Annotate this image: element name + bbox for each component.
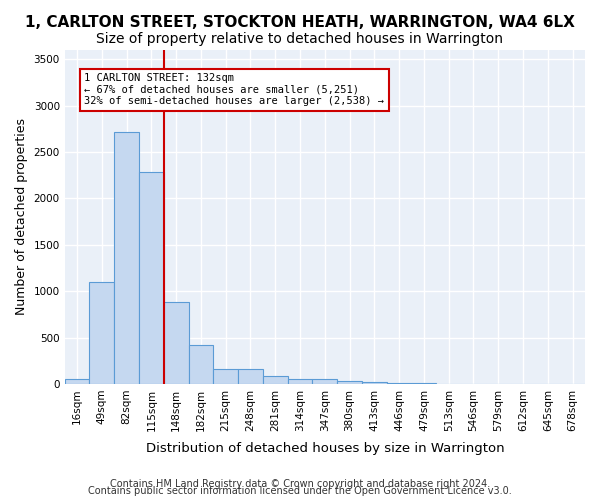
X-axis label: Distribution of detached houses by size in Warrington: Distribution of detached houses by size …	[146, 442, 504, 455]
Bar	[114, 132, 139, 384]
Bar	[164, 302, 188, 384]
Bar	[287, 379, 313, 384]
Bar	[337, 380, 362, 384]
Y-axis label: Number of detached properties: Number of detached properties	[15, 118, 28, 316]
Text: 1, CARLTON STREET, STOCKTON HEATH, WARRINGTON, WA4 6LX: 1, CARLTON STREET, STOCKTON HEATH, WARRI…	[25, 15, 575, 30]
Text: Contains HM Land Registry data © Crown copyright and database right 2024.: Contains HM Land Registry data © Crown c…	[110, 479, 490, 489]
Bar	[238, 369, 263, 384]
Text: 1 CARLTON STREET: 132sqm
← 67% of detached houses are smaller (5,251)
32% of sem: 1 CARLTON STREET: 132sqm ← 67% of detach…	[85, 73, 385, 106]
Bar	[139, 172, 164, 384]
Bar	[263, 376, 287, 384]
Bar	[188, 345, 214, 384]
Bar	[362, 382, 387, 384]
Text: Size of property relative to detached houses in Warrington: Size of property relative to detached ho…	[97, 32, 503, 46]
Bar	[65, 379, 89, 384]
Bar	[214, 368, 238, 384]
Text: Contains public sector information licensed under the Open Government Licence v3: Contains public sector information licen…	[88, 486, 512, 496]
Bar	[89, 282, 114, 384]
Bar	[313, 380, 337, 384]
